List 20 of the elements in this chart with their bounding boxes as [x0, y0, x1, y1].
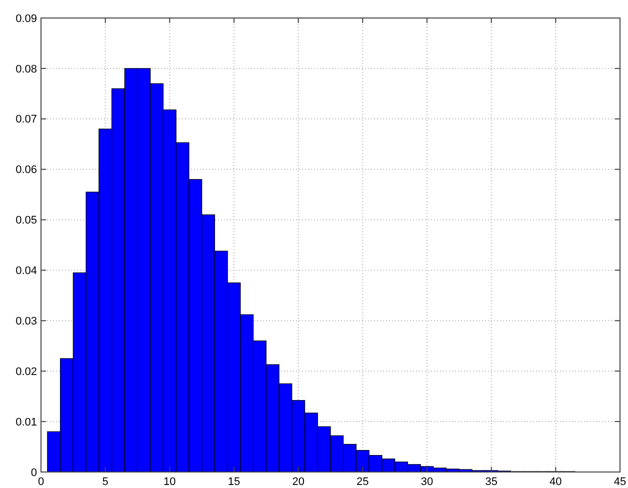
y-tick-label: 0 [30, 466, 37, 479]
y-tick-label: 0.08 [16, 63, 37, 76]
x-tick-label: 10 [164, 476, 176, 488]
y-tick-label: 0.07 [16, 114, 37, 126]
x-tick-label: 40 [550, 476, 562, 488]
y-tick-label: 0.04 [16, 265, 37, 278]
y-tick-label: 0.09 [16, 12, 37, 25]
x-tick-label: 35 [485, 476, 498, 488]
x-tick-label: 45 [614, 476, 626, 488]
x-tick-label: 30 [420, 476, 434, 488]
x-tick-label: 0 [38, 476, 44, 488]
x-tick-label: 20 [292, 476, 304, 488]
x-tick-label: 25 [356, 476, 369, 488]
y-tick-label: 0.01 [16, 416, 37, 428]
y-tick-label: 0.06 [16, 164, 37, 176]
x-tick-label: 5 [102, 476, 108, 488]
y-tick-label: 0.03 [16, 316, 37, 328]
y-tick-label: 0.02 [16, 366, 37, 378]
y-tick-label: 0.05 [16, 214, 37, 227]
x-tick-label: 15 [228, 476, 240, 488]
